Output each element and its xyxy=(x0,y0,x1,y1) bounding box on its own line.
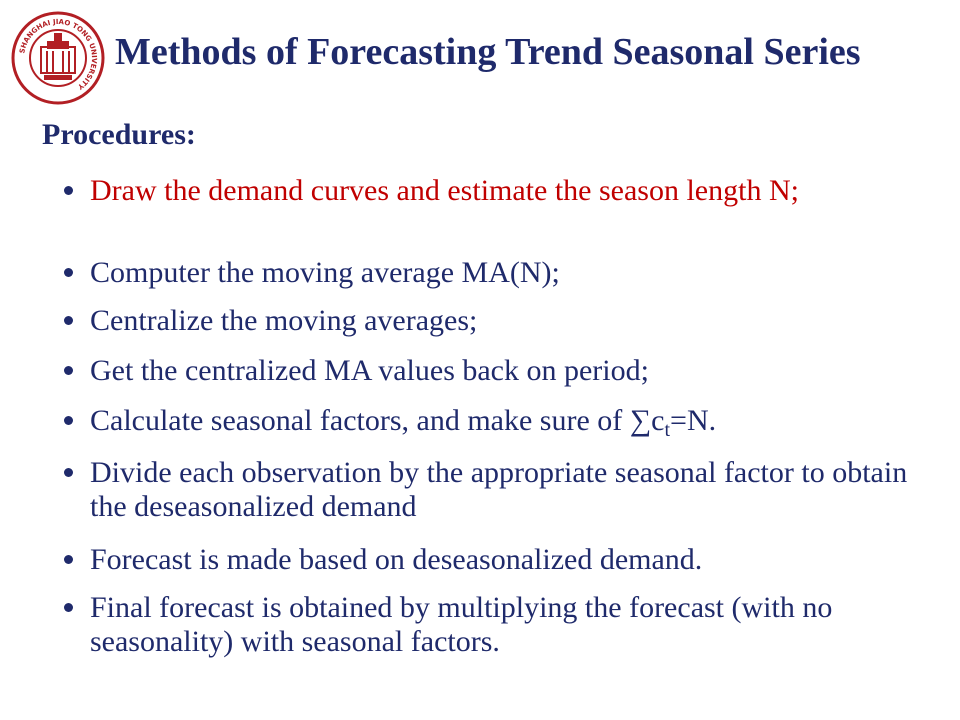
university-seal-logo: SHANGHAI JIAO TONG UNIVERSITY xyxy=(11,11,105,105)
bullet-icon xyxy=(64,416,73,425)
list-item: Computer the moving average MA(N); xyxy=(64,256,920,290)
bullet-icon xyxy=(64,268,73,277)
bullet-icon xyxy=(64,603,73,612)
list-item-text: Draw the demand curves and estimate the … xyxy=(90,174,799,207)
procedures-heading: Procedures: xyxy=(42,118,196,151)
list-item-text: Final forecast is obtained by multiplyin… xyxy=(90,591,833,658)
bullet-icon xyxy=(64,186,73,195)
slide-title: Methods of Forecasting Trend Seasonal Se… xyxy=(115,31,861,73)
list-item-text: Divide each observation by the appropria… xyxy=(90,456,908,523)
list-item-text: Forecast is made based on deseasonalized… xyxy=(90,543,703,576)
bullet-icon xyxy=(64,316,73,325)
sjtu-seal-icon: SHANGHAI JIAO TONG UNIVERSITY xyxy=(11,11,105,105)
list-item-text: Calculate seasonal factors, and make sur… xyxy=(90,404,717,441)
list-item: Forecast is made based on deseasonalized… xyxy=(64,543,920,577)
list-item-text: Centralize the moving averages; xyxy=(90,304,478,337)
list-item: Centralize the moving averages; xyxy=(64,304,920,338)
list-item-text: Computer the moving average MA(N); xyxy=(90,256,560,289)
list-item: Final forecast is obtained by multiplyin… xyxy=(64,591,920,659)
bullet-icon xyxy=(64,468,73,477)
list-item: Draw the demand curves and estimate the … xyxy=(64,174,920,208)
list-item-text: Get the centralized MA values back on pe… xyxy=(90,354,649,387)
bullet-icon xyxy=(64,555,73,564)
list-item: Divide each observation by the appropria… xyxy=(64,456,920,524)
list-item: Calculate seasonal factors, and make sur… xyxy=(64,404,920,447)
list-item: Get the centralized MA values back on pe… xyxy=(64,354,920,388)
bullet-icon xyxy=(64,366,73,375)
